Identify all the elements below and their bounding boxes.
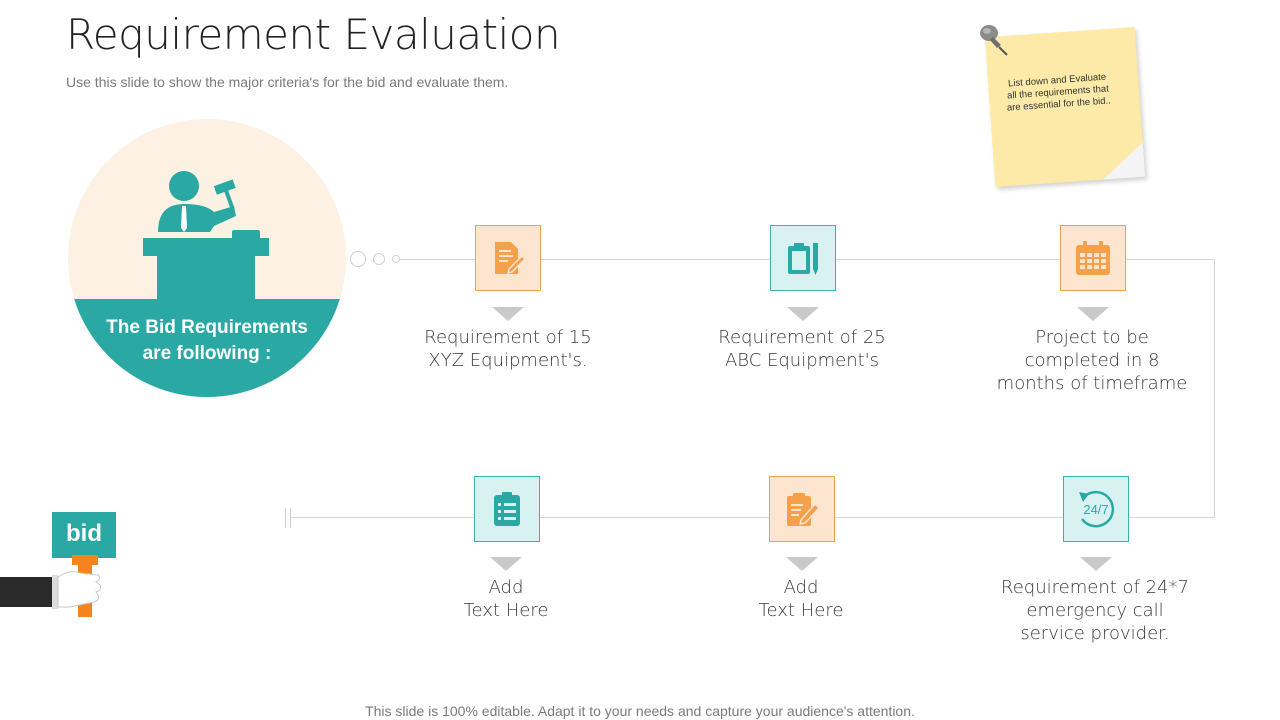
requirement-4-icon-box [474,476,540,542]
circle-label-line2: are following : [142,343,272,364]
requirement-2-line1: Requirement of 25 [718,327,886,348]
247-label: 24/7 [1083,502,1108,517]
requirement-3-icon-box [1060,225,1126,291]
requirement-5-text: Add Text Here [691,576,911,622]
checklist-icon [494,492,520,526]
slide-subtitle: Use this slide to show the major criteri… [66,74,509,90]
requirement-2-text: Requirement of 25 ABC Equipment's [692,326,912,372]
247-support-icon: 24/7 [1079,490,1115,528]
requirement-6-text: Requirement of 24*7 emergency call servi… [985,576,1205,645]
clipboard-edit-icon [787,493,821,526]
down-arrow [786,557,818,571]
bid-sign: bid [52,512,116,558]
down-arrow [1077,307,1109,321]
requirement-1-text: Requirement of 15 XYZ Equipment's. [398,326,618,372]
clipboard-pen-icon [788,243,818,275]
requirement-4-line2: Text Here [463,600,549,621]
requirement-4-text: Add Text Here [396,576,616,622]
down-arrow [492,307,524,321]
requirement-6-icon-box: 24/7 [1063,476,1129,542]
requirement-3-line2: completed in 8 [1024,350,1160,371]
requirement-2-line2: ABC Equipment's [724,350,880,371]
requirement-3-line3: months of timeframe [996,373,1188,394]
requirement-5-line2: Text Here [758,600,844,621]
connector-dots [350,251,400,267]
requirement-1-line2: XYZ Equipment's. [428,350,588,371]
sticky-note-text: List down and Evaluate all the requireme… [1006,71,1112,114]
slide-footer: This slide is 100% editable. Adapt it to… [365,703,915,719]
document-edit-icon [495,242,527,275]
hand-holding-paddle-icon [0,555,101,617]
line-end-cap [290,508,291,528]
connector-line-bottom [290,517,1215,518]
requirement-3-line1: Project to be [1035,327,1149,348]
requirement-5-line1: Add [783,577,819,598]
line-end-cap [285,508,286,528]
down-arrow [490,557,522,571]
circle-label: The Bid Requirements are following : [86,315,328,367]
down-arrow [1080,557,1112,571]
push-pin-icon [980,25,1008,56]
down-arrow [787,307,819,321]
requirement-1-icon-box [475,225,541,291]
requirement-3-text: Project to be completed in 8 months of t… [982,326,1202,395]
circle-label-line1: The Bid Requirements [106,317,308,338]
requirement-5-icon-box [769,476,835,542]
requirement-4-line1: Add [488,577,524,598]
calendar-icon [1076,241,1110,275]
auctioneer-icon [143,171,269,300]
requirement-1-line1: Requirement of 15 [424,327,592,348]
requirement-6-line2: emergency call [1026,600,1164,621]
slide-title: Requirement Evaluation [66,10,561,59]
sticky-note: List down and Evaluate all the requireme… [975,20,1155,195]
requirement-2-icon-box [770,225,836,291]
requirement-6-line3: service provider. [1020,623,1170,644]
connector-line-right [1214,259,1215,517]
requirement-6-line1: Requirement of 24*7 [1001,577,1189,598]
